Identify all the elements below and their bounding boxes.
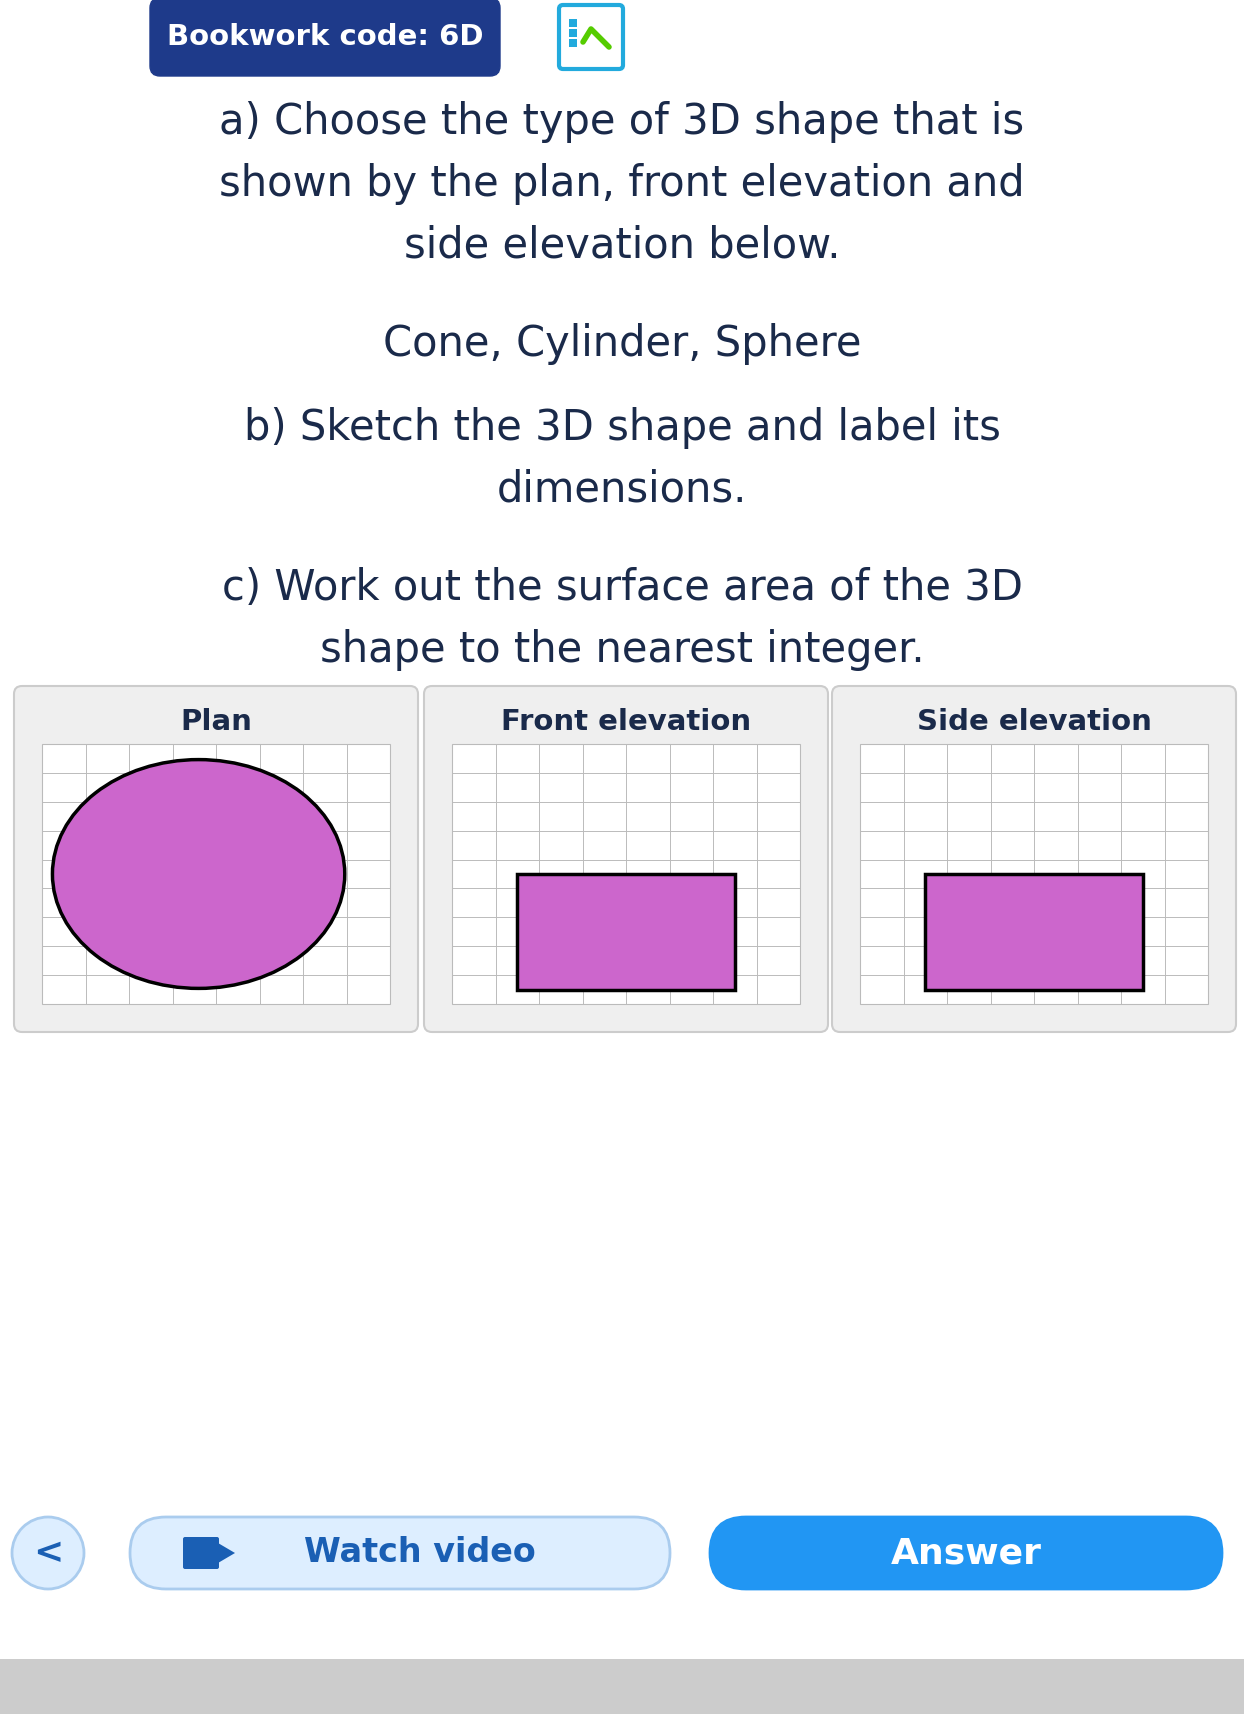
Bar	[569, 29, 577, 38]
Bar	[569, 19, 577, 27]
Text: a) Choose the type of 3D shape that is
shown by the plan, front elevation and
si: a) Choose the type of 3D shape that is s…	[219, 101, 1025, 267]
FancyBboxPatch shape	[424, 686, 829, 1032]
Text: Watch video: Watch video	[304, 1536, 536, 1570]
FancyBboxPatch shape	[151, 0, 500, 75]
FancyBboxPatch shape	[559, 5, 623, 69]
Text: Plan: Plan	[180, 708, 253, 735]
Text: b) Sketch the 3D shape and label its
dimensions.: b) Sketch the 3D shape and label its dim…	[244, 408, 1000, 511]
Bar	[452, 744, 800, 1004]
Text: Answer: Answer	[891, 1536, 1041, 1570]
Text: Front elevation: Front elevation	[501, 708, 751, 735]
Bar	[860, 744, 1208, 1004]
Text: c) Work out the surface area of the 3D
shape to the nearest integer.: c) Work out the surface area of the 3D s…	[221, 567, 1023, 670]
FancyBboxPatch shape	[183, 1537, 219, 1568]
Bar	[926, 874, 1143, 989]
Bar	[0, 1659, 1244, 1714]
Text: <: <	[32, 1536, 63, 1570]
FancyBboxPatch shape	[710, 1517, 1222, 1589]
Bar	[518, 874, 735, 989]
FancyBboxPatch shape	[131, 1517, 671, 1589]
FancyBboxPatch shape	[832, 686, 1237, 1032]
Text: Cone, Cylinder, Sphere: Cone, Cylinder, Sphere	[383, 322, 861, 365]
Text: Side elevation: Side elevation	[917, 708, 1152, 735]
Ellipse shape	[52, 759, 345, 989]
Bar	[569, 39, 577, 46]
Bar	[42, 744, 391, 1004]
Polygon shape	[218, 1543, 235, 1563]
Text: Bookwork code: 6D: Bookwork code: 6D	[167, 22, 483, 51]
FancyBboxPatch shape	[14, 686, 418, 1032]
Circle shape	[12, 1517, 85, 1589]
